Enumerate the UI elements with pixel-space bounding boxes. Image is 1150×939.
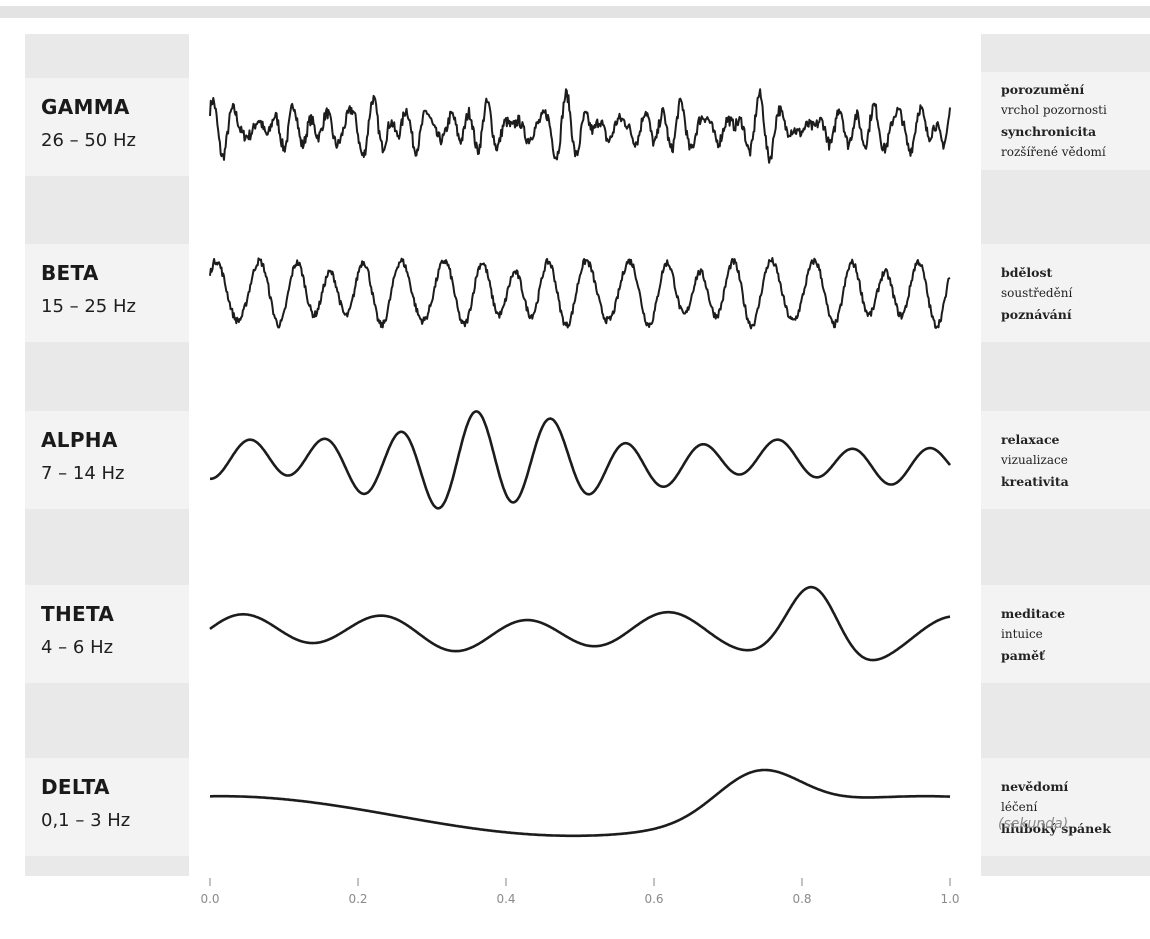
wave-name: ALPHA xyxy=(41,428,118,452)
theta-label-box: THETA 4 – 6 Hz xyxy=(25,585,189,683)
description-line: poznávání xyxy=(1001,306,1072,322)
description-line: rozšířené vědomí xyxy=(1001,145,1106,159)
delta-label-box: DELTA 0,1 – 3 Hz xyxy=(25,758,189,856)
axis-tick-label: 0.0 xyxy=(200,892,219,906)
description-line: relaxace xyxy=(1001,431,1060,447)
waveforms xyxy=(209,88,952,838)
time-axis: 0.0 0.2 0.4 0.6 0.8 1.0 xyxy=(200,878,960,906)
beta-label-box: BETA 15 – 25 Hz xyxy=(25,244,189,342)
theta-description-box: meditace intuice paměť xyxy=(981,585,1150,683)
wave-frequency-range: 0,1 – 3 Hz xyxy=(41,810,131,831)
description-line: meditace xyxy=(1001,605,1066,621)
top-divider-bar xyxy=(0,6,1150,18)
description-line: vizualizace xyxy=(1001,452,1068,467)
alpha-label-box: ALPHA 7 – 14 Hz xyxy=(25,411,189,509)
wave-frequency-range: 26 – 50 Hz xyxy=(41,130,136,151)
wave-name: DELTA xyxy=(41,775,110,799)
delta-waveform xyxy=(209,768,951,838)
axis-tick-label: 1.0 xyxy=(940,892,959,906)
wave-name: THETA xyxy=(41,602,115,626)
gamma-description-box: porozumění vrchol pozornosti synchronici… xyxy=(981,72,1150,170)
description-line: nevědomí xyxy=(1001,778,1069,794)
beta-description-box: bdělost soustředění poznávání xyxy=(981,244,1150,342)
description-line: synchronicita xyxy=(1001,124,1097,139)
description-line: paměť xyxy=(1001,647,1045,663)
wave-frequency-range: 4 – 6 Hz xyxy=(41,637,114,658)
axis-tick-label: 0.4 xyxy=(496,892,515,906)
wave-frequency-range: 7 – 14 Hz xyxy=(41,463,125,484)
description-line: kreativita xyxy=(1001,473,1069,489)
wave-name: BETA xyxy=(41,261,99,285)
theta-waveform xyxy=(209,585,951,662)
description-line: intuice xyxy=(1001,626,1043,641)
description-line: bdělost xyxy=(1001,264,1053,280)
description-line: soustředění xyxy=(1001,285,1073,300)
gamma-waveform xyxy=(209,88,951,164)
wave-frequency-range: 15 – 25 Hz xyxy=(41,296,136,317)
alpha-description-box: relaxace vizualizace kreativita xyxy=(981,411,1150,509)
description-line: léčení xyxy=(1001,799,1038,814)
axis-tick-label: 0.2 xyxy=(348,892,367,906)
axis-tick-label: 0.6 xyxy=(644,892,663,906)
wave-name: GAMMA xyxy=(41,95,130,119)
gamma-label-box: GAMMA 26 – 50 Hz xyxy=(25,78,189,176)
delta-description-box: nevědomí léčení hluboký spánek xyxy=(981,758,1150,856)
beta-waveform xyxy=(209,257,951,330)
description-line: porozumění xyxy=(1001,82,1085,97)
alpha-waveform xyxy=(209,410,952,510)
axis-unit-label: (sekunda) xyxy=(998,816,1069,832)
axis-tick-label: 0.8 xyxy=(792,892,811,906)
description-line: vrchol pozornosti xyxy=(1001,103,1107,117)
description-line: hluboký spánek xyxy=(1001,820,1111,836)
